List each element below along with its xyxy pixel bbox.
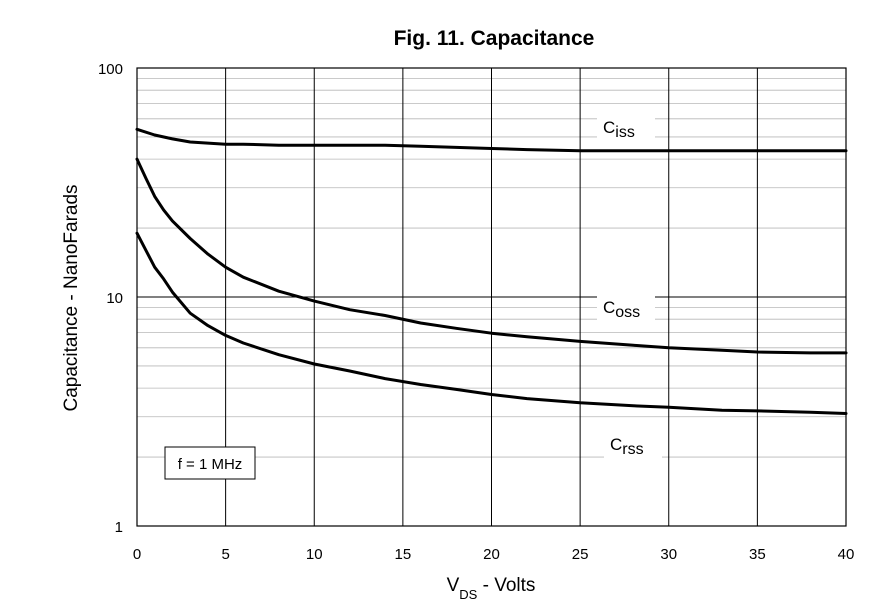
x-tick-label: 15: [395, 546, 412, 563]
series-line-crss: [135, 231, 848, 415]
series-label-ciss: Ciss: [603, 118, 635, 141]
x-tick-label: 10: [306, 546, 323, 563]
y-tick-label: 10: [106, 290, 123, 307]
annotation-text: f = 1 MHz: [178, 456, 243, 473]
x-axis-label-rest: - Volts: [477, 575, 535, 596]
series-label-bg: [597, 111, 655, 143]
y-axis-label: Capacitance - NanoFarads: [61, 184, 82, 411]
x-tick-label: 25: [572, 546, 589, 563]
x-tick-label: 30: [660, 546, 677, 563]
x-axis-label-main: V: [447, 575, 460, 596]
x-axis-label-sub: DS: [459, 587, 477, 602]
x-axis-label: VDS - Volts: [447, 575, 536, 602]
x-tick-label: 0: [133, 546, 141, 563]
annotation-box: [164, 446, 256, 480]
x-tick-label: 40: [838, 546, 855, 563]
series-labels: Ciss Coss Crss: [597, 111, 662, 460]
tick-labels: 0 5 10 15 20 25 30 35 40 1 10 100: [98, 61, 854, 563]
series-label-bg: [597, 291, 655, 323]
x-tick-label: 20: [483, 546, 500, 563]
x-tick-label: 5: [221, 546, 229, 563]
series-label-bg: [604, 428, 662, 460]
series-line-ciss: [135, 127, 848, 153]
chart-title: Fig. 11. Capacitance: [394, 27, 595, 50]
frequency-annotation: f = 1 MHz: [164, 446, 256, 480]
y-tick-label: 1: [115, 519, 123, 536]
series-line-coss: [135, 157, 848, 355]
series-label-crss: Crss: [610, 435, 644, 458]
series-label-coss: Coss: [603, 298, 640, 321]
plot-frame: [136, 67, 847, 527]
x-tick-label: 35: [749, 546, 766, 563]
y-tick-label: 100: [98, 61, 123, 78]
series-group: [135, 127, 848, 415]
